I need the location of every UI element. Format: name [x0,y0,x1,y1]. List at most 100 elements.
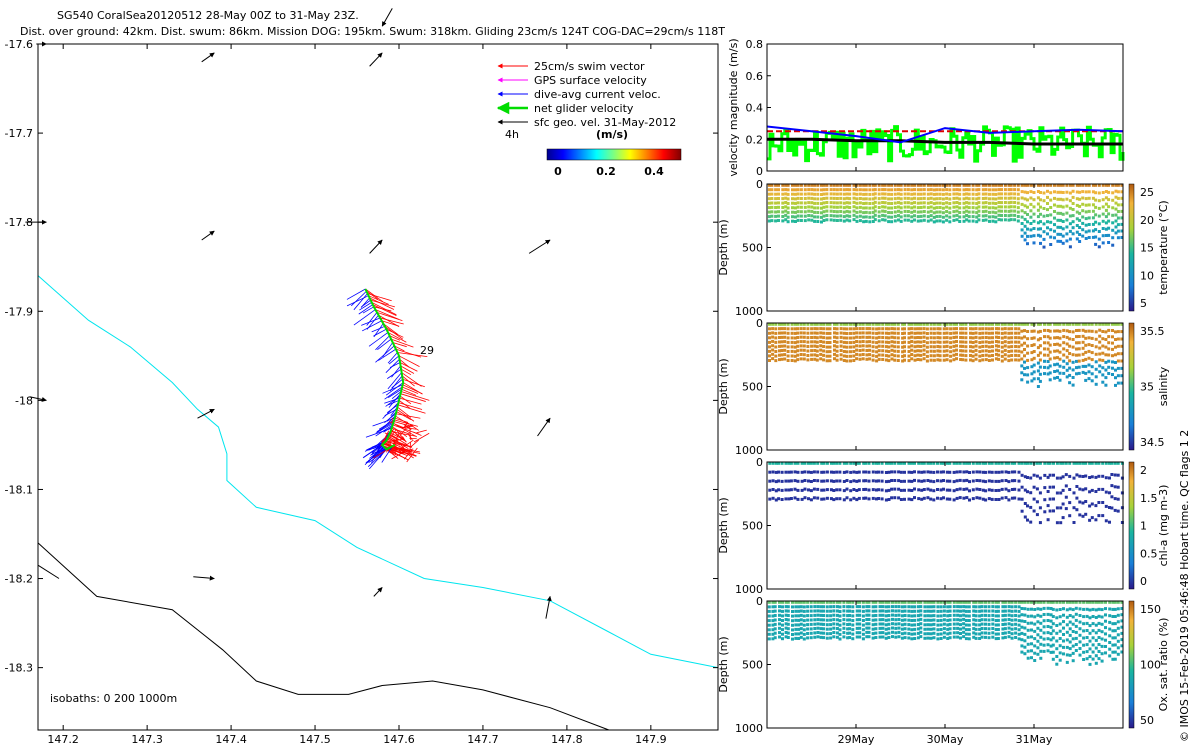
profile-sample [1084,500,1088,503]
profile-sample [936,345,940,348]
profile-sample [777,192,780,196]
profile-sample [858,335,862,339]
profile-sample [1058,629,1062,633]
profile-sample [1059,183,1063,187]
profile-sample [1020,638,1024,642]
profile-sample [903,188,907,192]
profile-sample [822,188,826,192]
profile-sample [852,461,856,465]
profile-sample [903,479,906,483]
profile-sample [981,197,985,200]
profile-sample [910,498,914,502]
profile-sample [1111,354,1114,358]
profile-sample [1048,378,1052,382]
profile-sample [929,322,933,326]
profile-sample [829,600,833,604]
profile-sample [1078,190,1082,194]
profile-sample [994,348,998,352]
profile-sample [913,192,916,196]
profile-sample [1065,660,1069,664]
profile-sample [871,331,875,335]
profile-sample [813,206,817,210]
profile-sample [1026,344,1030,348]
profile-sample [1065,239,1069,243]
profile-sample [932,206,936,210]
profile-sample [978,327,982,331]
profile-sample [994,461,998,465]
profile-sample [845,205,849,209]
profile-sample [1055,631,1059,635]
profile-sample [845,461,849,465]
swim-vector [406,421,419,431]
profile-sample [1038,322,1042,326]
profile-sample [851,600,855,604]
profile-sample [861,357,865,361]
profile-sample [1114,213,1118,217]
profile-sample [938,192,942,196]
profile-sample [893,201,897,205]
profile-sample [871,627,875,631]
profile-sample [835,622,839,626]
profile-sample [822,336,826,340]
profile-sample [819,327,823,331]
current-vector [377,338,392,350]
profile-sample [919,331,923,335]
profile-sample [964,331,968,335]
profile-sample [793,336,797,340]
profile-sample [1049,650,1053,654]
profile-sample [980,618,984,622]
profile-sample [780,335,784,339]
profile-sample [1020,485,1024,489]
profile-sample [907,322,911,326]
profile-sample [917,497,921,501]
profile-sample [1055,662,1059,666]
profile-sample [1072,461,1076,465]
profile-sample [780,470,784,474]
profile-sample [781,197,785,201]
glider-track [346,288,430,470]
profile-sample [861,637,865,641]
profile-sample [969,358,972,362]
profile-sample [852,496,856,500]
profile-sample [1039,191,1042,194]
profile-sample [1032,370,1036,374]
profile-sample [1000,350,1004,354]
profile-sample [1097,487,1101,491]
profile-sample [1014,605,1018,609]
profile-sample [1090,351,1094,355]
profile-sample [1107,198,1111,202]
profile-sample [875,345,879,349]
profile-sample [932,327,936,331]
legend-label: GPS surface velocity [534,74,647,87]
profile-sample [799,357,803,361]
profile-sample [1101,373,1105,377]
profile-sample [1113,622,1117,626]
profile-sample [883,209,887,213]
profile-sample [770,210,774,214]
profile-sample [878,631,882,635]
profile-sample [861,619,865,622]
current-vector [368,332,389,347]
profile-sample [1029,202,1033,206]
profile-sample [939,488,943,492]
profile-sample [942,327,946,331]
profile-sample [967,628,971,632]
profile-sample [887,618,891,622]
profile-sample [783,335,787,339]
profile-sample [899,210,903,214]
profile-sample [842,489,846,493]
profile-sample [800,461,804,465]
profile-sample [871,215,875,219]
profile-sample [1000,192,1003,196]
profile-sample [916,206,920,210]
profile-sample [1055,600,1059,604]
swim-vector [383,323,399,335]
profile-sample [781,623,784,627]
profile-sample [1071,630,1075,633]
profile-sample [1113,497,1117,501]
profile-sample [1104,221,1108,225]
profile-sample [919,613,923,617]
profile-sample [1014,614,1018,617]
profile-sample [778,358,781,362]
profile-sample [1038,372,1042,376]
